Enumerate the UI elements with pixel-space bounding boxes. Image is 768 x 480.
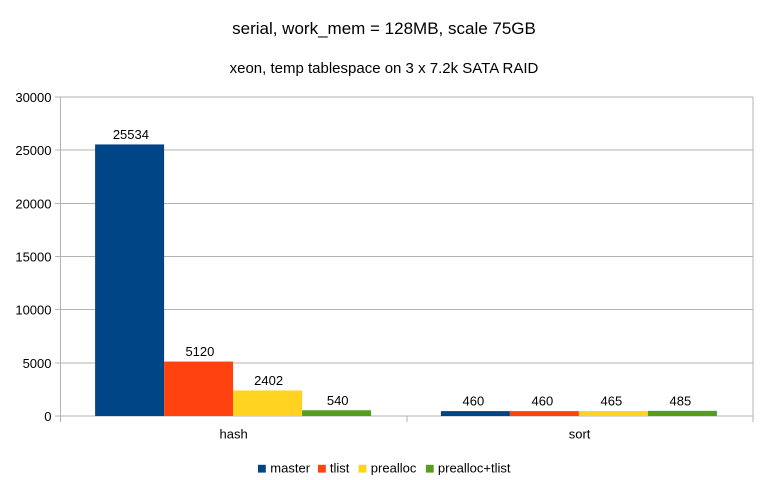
- svg-text:0: 0: [44, 409, 51, 424]
- svg-text:sort: sort: [569, 426, 591, 441]
- svg-text:20000: 20000: [15, 196, 51, 211]
- svg-text:2402: 2402: [254, 373, 283, 388]
- svg-text:465: 465: [601, 394, 623, 409]
- svg-text:25000: 25000: [15, 143, 51, 158]
- svg-text:460: 460: [532, 394, 554, 409]
- svg-text:485: 485: [670, 393, 692, 408]
- svg-text:30000: 30000: [15, 90, 51, 105]
- svg-text:xeon, temp tablespace on 3 x 7: xeon, temp tablespace on 3 x 7.2k SATA R…: [230, 60, 539, 77]
- svg-text:tlist: tlist: [330, 461, 350, 476]
- svg-text:25534: 25534: [113, 127, 149, 142]
- svg-text:hash: hash: [219, 426, 247, 441]
- svg-text:prealloc+tlist: prealloc+tlist: [438, 461, 511, 476]
- svg-text:serial, work_mem = 128MB, scal: serial, work_mem = 128MB, scale 75GB: [232, 19, 536, 38]
- svg-text:10000: 10000: [15, 303, 51, 318]
- svg-text:prealloc: prealloc: [371, 461, 417, 476]
- svg-text:5000: 5000: [23, 356, 52, 371]
- svg-text:460: 460: [463, 394, 485, 409]
- svg-text:5120: 5120: [185, 344, 214, 359]
- svg-text:master: master: [270, 461, 310, 476]
- svg-text:15000: 15000: [15, 250, 51, 265]
- svg-text:540: 540: [327, 393, 349, 408]
